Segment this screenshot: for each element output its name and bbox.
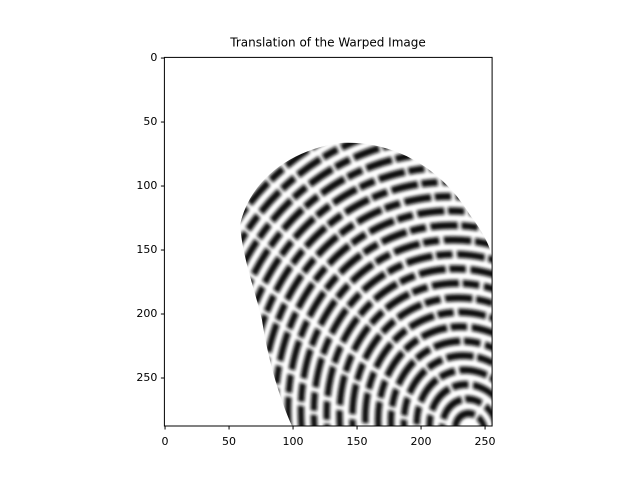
fingerprint — [240, 142, 492, 426]
y-tick-label: 50 — [143, 115, 157, 128]
y-tick-label: 0 — [150, 51, 157, 64]
y-tick-label: 250 — [136, 371, 157, 384]
y-tick-label: 100 — [136, 179, 157, 192]
axes-frame — [163, 56, 493, 427]
y-tick-label: 200 — [136, 307, 157, 320]
x-tick-label: 0 — [162, 435, 169, 448]
x-tick-label: 100 — [283, 435, 304, 448]
chart-title: Translation of the Warped Image — [229, 36, 426, 50]
x-tick-label: 250 — [475, 435, 496, 448]
y-tick-label: 150 — [136, 243, 157, 256]
image-area — [163, 56, 493, 427]
x-tick-label: 200 — [411, 435, 432, 448]
x-tick-label: 50 — [222, 435, 236, 448]
x-tick-label: 150 — [347, 435, 368, 448]
